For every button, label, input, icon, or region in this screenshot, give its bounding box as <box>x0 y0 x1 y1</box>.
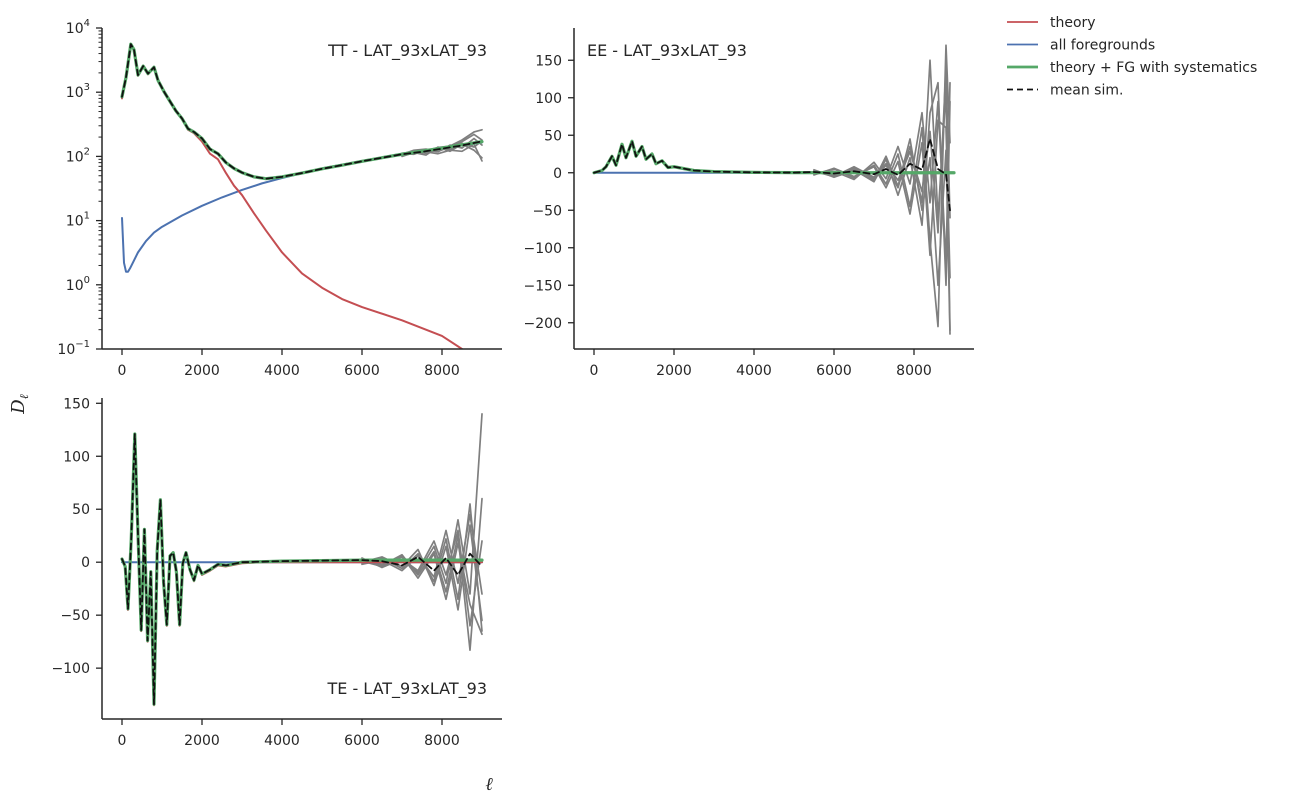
y-tick-label: 104 <box>66 18 90 37</box>
y-tick-label: 102 <box>66 146 90 165</box>
y-tick-label: 0 <box>81 555 90 571</box>
legend: theory all foregrounds theory + FG with sy… <box>1007 15 1257 99</box>
x-tick-label: 4000 <box>736 363 772 379</box>
x-tick-label: 8000 <box>896 363 932 379</box>
y-tick-label: 50 <box>72 502 90 518</box>
legend-item: mean sim. <box>1007 83 1123 99</box>
series-foregrounds-tt <box>121 141 483 273</box>
panel-ee: 0 2000 4000 6000 8000 −200 −150 −100 −50 0 50 100 15… <box>524 28 974 379</box>
y-tick-label: 100 <box>66 275 90 294</box>
panel-title-tt: TT - LAT_93xLAT_93 <box>327 41 487 61</box>
y-tick-label: 50 <box>544 128 562 144</box>
x-axis-label: ℓ <box>485 774 493 795</box>
x-tick-label: 6000 <box>344 733 380 749</box>
series-mean-ee <box>593 138 951 212</box>
series-group-ee <box>592 44 956 335</box>
x-tick-label: 0 <box>590 363 599 379</box>
y-tick-label: 100 <box>535 91 562 107</box>
y-tick-label: −150 <box>524 278 562 294</box>
y-tick-label: 0 <box>553 166 562 182</box>
legend-item: theory + FG with systematics <box>1007 60 1257 76</box>
panel-tt: 0 2000 4000 6000 8000 10−1 100 101 102 103 104 TT -… <box>57 18 502 379</box>
y-tick-label: −50 <box>60 608 90 624</box>
y-tick-label: 100 <box>63 449 90 465</box>
y-axis-label: Dℓ <box>8 394 31 414</box>
panel-te: 0 2000 4000 6000 8000 −100 −50 0 50 100 150 TE - LA… <box>52 396 502 749</box>
series-sim-2-ee <box>813 44 951 328</box>
y-tick-label: −200 <box>524 316 562 332</box>
legend-item: all foregrounds <box>1007 38 1155 54</box>
legend-label: theory + FG with systematics <box>1050 60 1257 76</box>
series-mean-tt <box>121 43 483 180</box>
series-group-tt <box>120 42 484 349</box>
x-tick-label: 8000 <box>424 733 460 749</box>
series-mean-te <box>121 433 483 706</box>
x-tick-label: 0 <box>118 733 127 749</box>
legend-label: mean sim. <box>1050 83 1123 99</box>
x-tick-label: 0 <box>118 363 127 379</box>
y-tick-label: −100 <box>52 661 90 677</box>
x-tick-label: 2000 <box>656 363 692 379</box>
series-group-te <box>120 413 484 707</box>
y-tick-label: 150 <box>63 396 90 412</box>
x-tick-label: 8000 <box>424 363 460 379</box>
y-axis-label-subscript: ℓ <box>17 394 31 399</box>
panel-title-ee: EE - LAT_93xLAT_93 <box>587 41 747 61</box>
legend-item: theory <box>1007 15 1096 31</box>
legend-label: theory <box>1050 15 1096 31</box>
legend-label: all foregrounds <box>1050 38 1155 54</box>
y-tick-label: 10−1 <box>57 339 90 358</box>
series-theory-tt <box>121 43 463 349</box>
y-tick-label: −50 <box>532 203 562 219</box>
x-tick-label: 6000 <box>816 363 852 379</box>
y-tick-label: 101 <box>66 211 90 230</box>
x-tick-label: 2000 <box>184 363 220 379</box>
y-tick-label: −100 <box>524 241 562 257</box>
y-tick-label: 150 <box>535 53 562 69</box>
y-tick-label: 103 <box>66 82 90 101</box>
series-sim-5-te <box>361 529 483 627</box>
x-tick-label: 2000 <box>184 733 220 749</box>
x-tick-label: 4000 <box>264 733 300 749</box>
panel-title-te: TE - LAT_93xLAT_93 <box>326 679 487 699</box>
x-tick-label: 6000 <box>344 363 380 379</box>
x-tick-label: 4000 <box>264 363 300 379</box>
series-sim-5-ee <box>813 66 951 234</box>
